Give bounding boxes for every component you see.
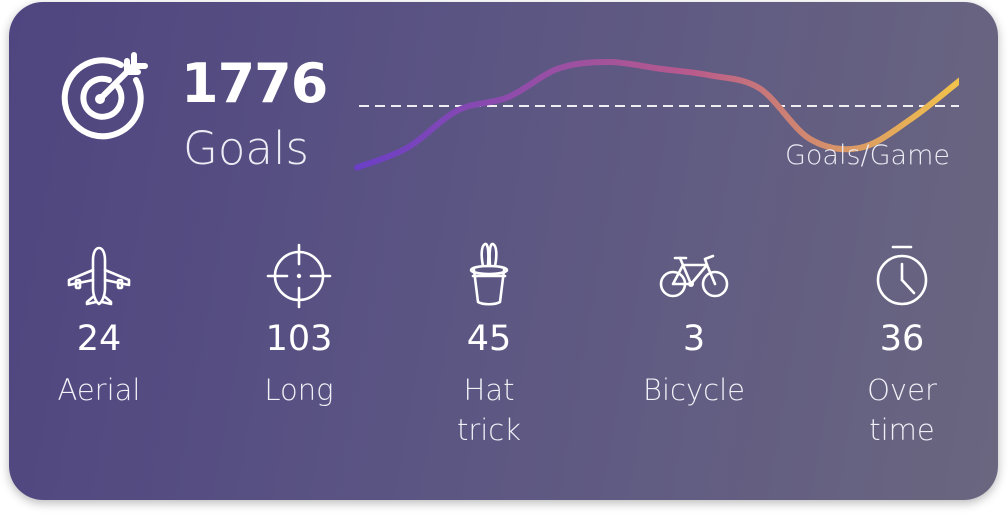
stat-long-value: 103 (265, 319, 333, 359)
goals-per-game-chart (354, 59, 959, 171)
stat-aerial-label: Aerial (57, 373, 141, 407)
magic-hat-icon (469, 242, 509, 306)
stopwatch-icon (876, 245, 928, 306)
total-goals-value: 1776 (181, 52, 328, 115)
total-goals-label: Goals (183, 122, 309, 175)
stat-bicycle-label: Bicycle (643, 373, 745, 407)
stat-long-label: Long (264, 373, 334, 407)
stat-aerial-value: 24 (76, 319, 122, 359)
stat-aerial: 24 Aerial (9, 240, 199, 410)
crosshair-icon (266, 243, 332, 309)
stat-long: 103 Long (199, 240, 399, 410)
stat-hat-trick-value: 45 (466, 319, 512, 359)
stat-over-time-label: Over time (867, 373, 937, 447)
target-icon (61, 52, 148, 140)
stat-hat-trick-label: Hat trick (456, 373, 522, 447)
stat-over-time: 36 Over time (802, 240, 998, 450)
airplane-icon (67, 246, 131, 306)
stat-over-time-value: 36 (879, 319, 925, 359)
goals-summary-card: 1776 Goals Goals/Game 24 Aerial (9, 2, 998, 500)
bicycle-icon (659, 254, 729, 298)
stat-bicycle: 3 Bicycle (594, 240, 794, 410)
goals-per-game-trend-line (354, 59, 959, 171)
stat-hat-trick: 45 Hat trick (389, 240, 589, 450)
chart-caption: Goals/Game (784, 140, 950, 171)
stat-bicycle-value: 3 (682, 319, 706, 359)
